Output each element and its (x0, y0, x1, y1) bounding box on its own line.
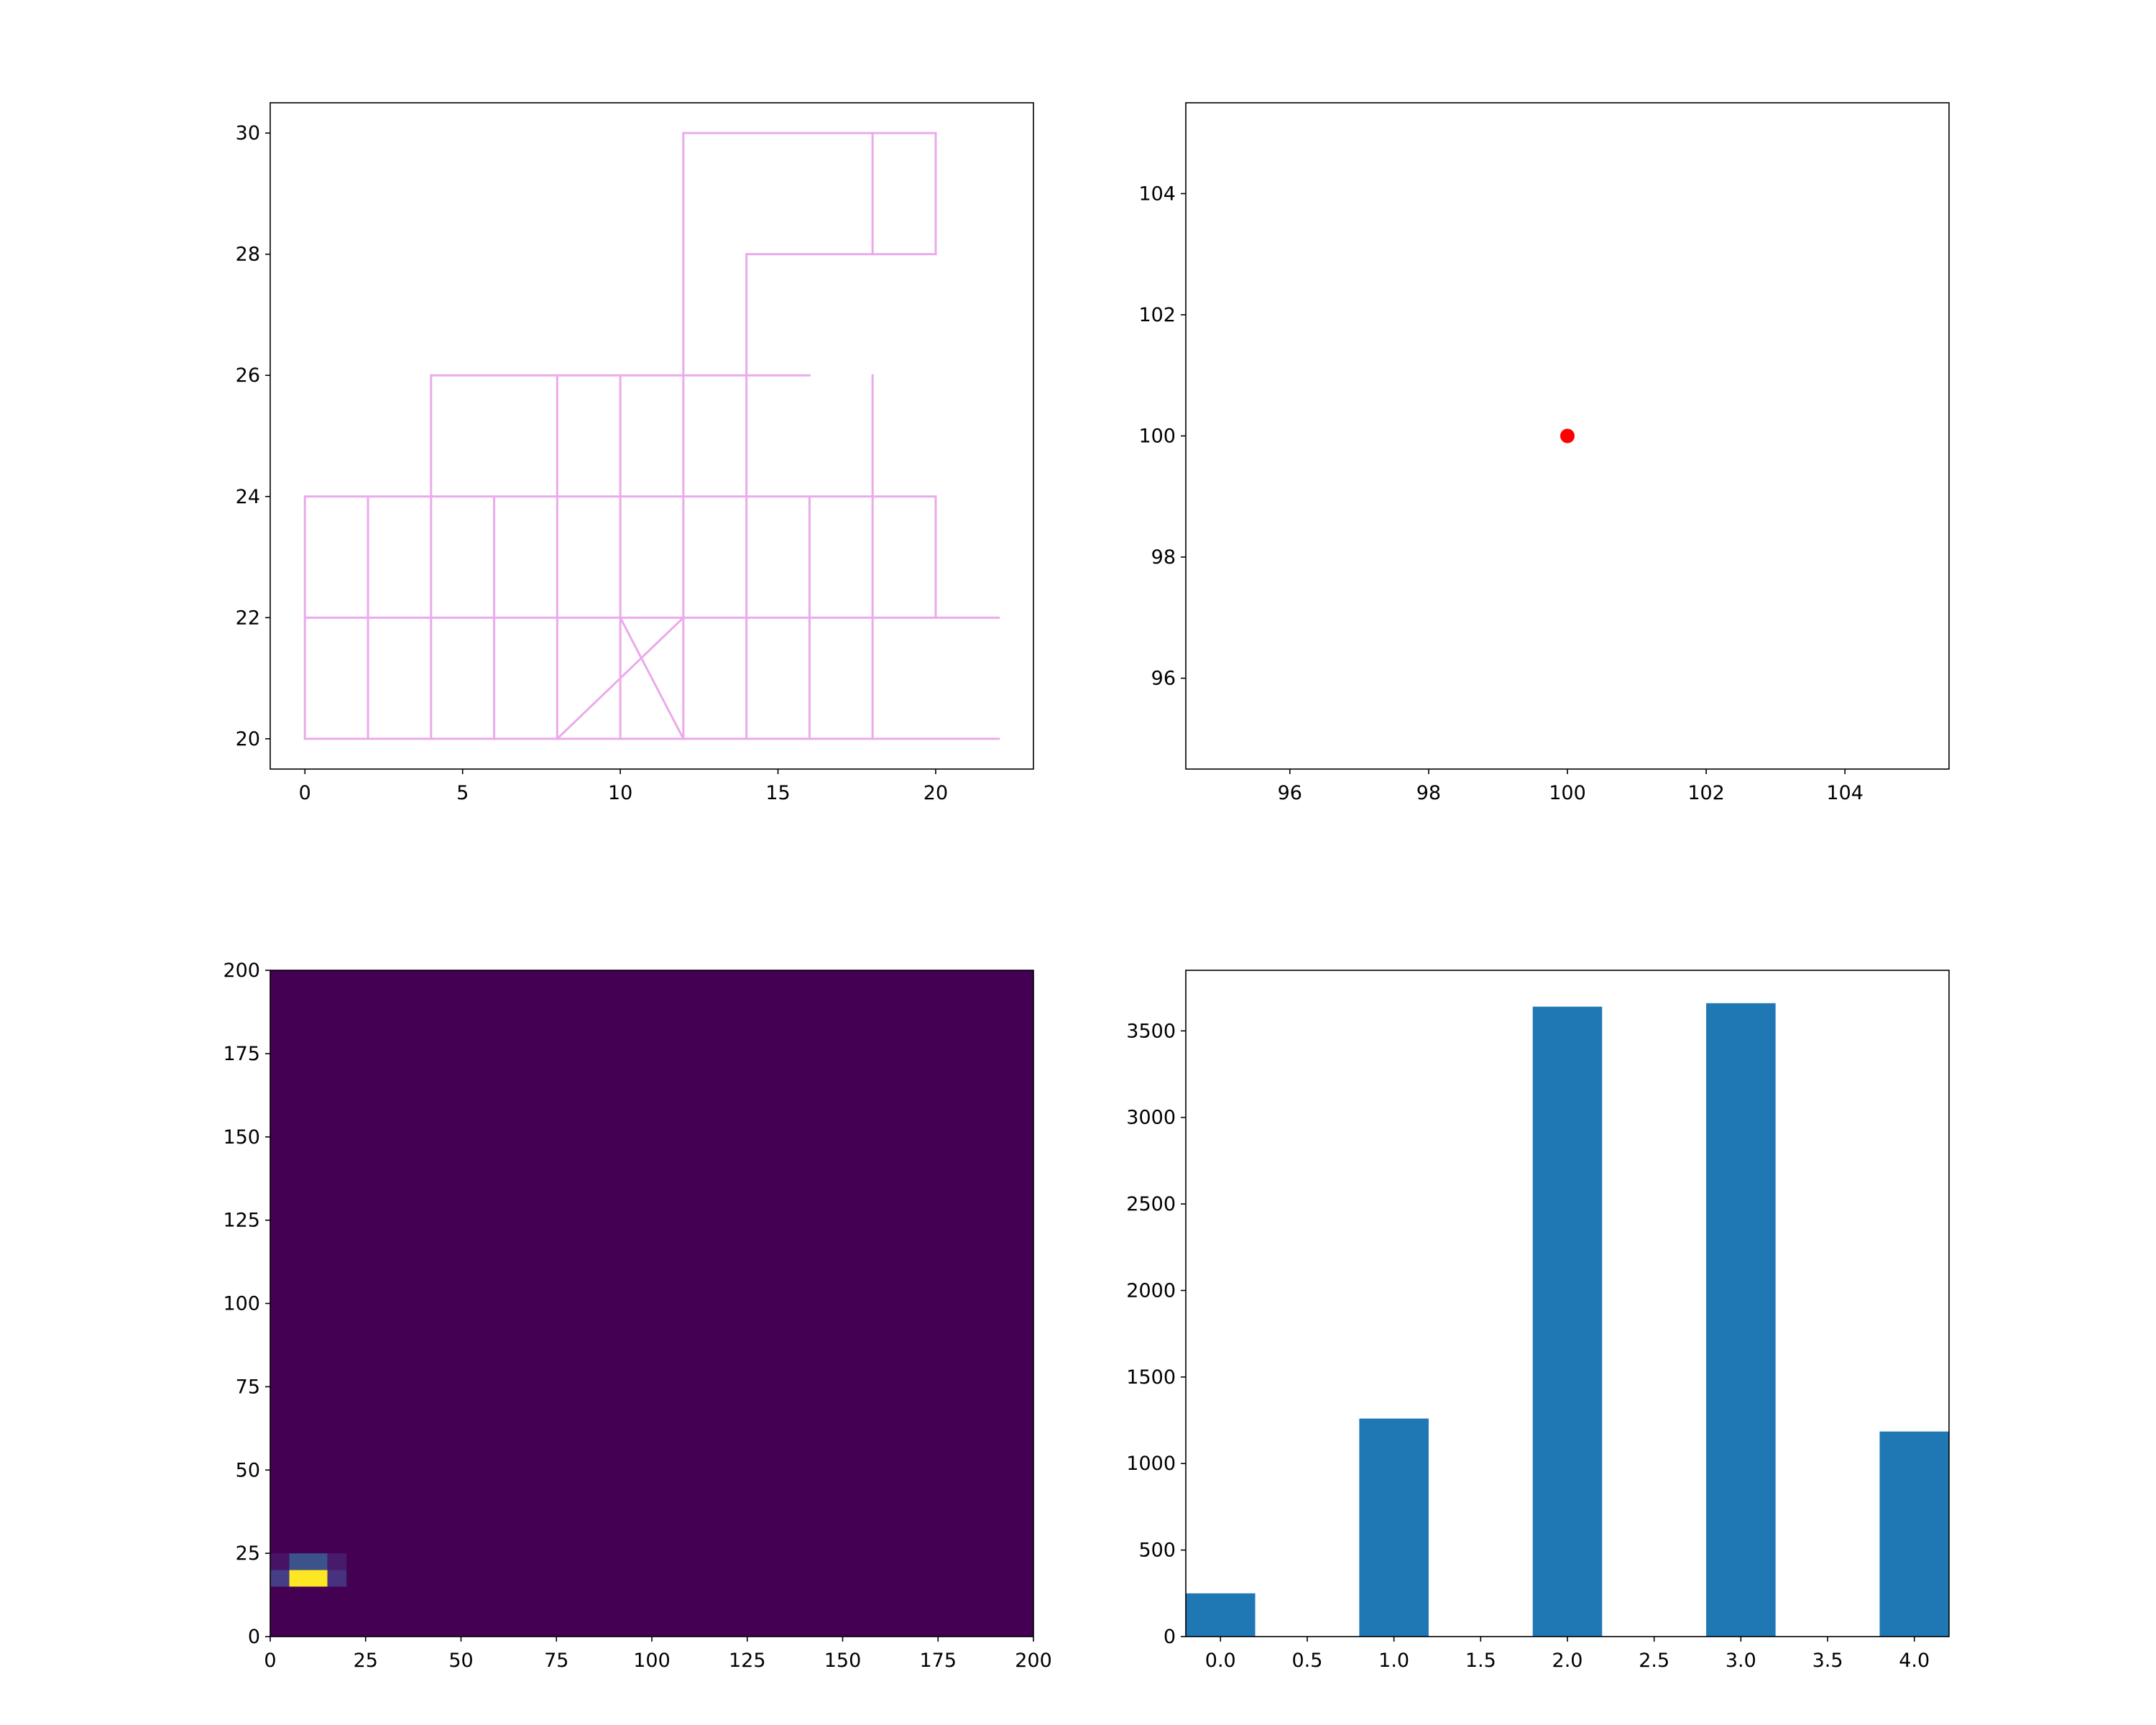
y-tick-label: 50 (236, 1459, 260, 1481)
y-tick-label: 96 (1151, 668, 1176, 690)
x-tick-label: 98 (1416, 782, 1441, 804)
edge-segment (619, 616, 685, 740)
heatmap-cell (289, 1553, 328, 1570)
x-tick-label: 150 (824, 1650, 862, 1672)
y-tick-label: 102 (1138, 304, 1176, 326)
y-tick-label: 100 (223, 1293, 260, 1315)
y-tick-label: 28 (236, 244, 260, 266)
x-tick-label: 2.0 (1552, 1650, 1583, 1672)
y-tick-label: 200 (223, 960, 260, 982)
heatmap-cell (327, 1553, 347, 1570)
x-tick-label: 0.0 (1205, 1650, 1236, 1672)
x-tick-label: 100 (633, 1650, 671, 1672)
heatmap-cell (289, 1570, 328, 1587)
x-tick-label: 100 (1549, 782, 1586, 804)
y-tick-label: 175 (223, 1043, 260, 1065)
y-tick-label: 125 (223, 1210, 260, 1232)
heatmap-cell (270, 1570, 290, 1587)
y-tick-label: 0 (248, 1626, 260, 1648)
x-tick-label: 10 (608, 782, 632, 804)
y-tick-label: 1500 (1126, 1366, 1176, 1389)
plot-area (270, 103, 1033, 769)
y-tick-label: 100 (1138, 426, 1176, 448)
y-tick-label: 75 (236, 1376, 260, 1398)
x-tick-label: 3.0 (1726, 1650, 1756, 1672)
x-tick-label: 20 (923, 782, 948, 804)
y-tick-label: 2500 (1126, 1193, 1176, 1215)
axes-frame (270, 102, 1034, 770)
x-tick-label: 3.5 (1812, 1650, 1843, 1672)
y-tick-label: 25 (236, 1542, 260, 1565)
x-tick-label: 1.0 (1378, 1650, 1409, 1672)
y-tick-label: 98 (1151, 546, 1176, 569)
edge-segment (556, 616, 686, 740)
x-tick-label: 5 (456, 782, 469, 804)
y-tick-label: 22 (236, 607, 260, 629)
bar (1186, 1593, 1256, 1637)
y-tick-label: 26 (236, 364, 260, 387)
x-tick-label: 175 (919, 1650, 957, 1672)
bar (1359, 1418, 1429, 1637)
heatmap-cell (327, 1570, 347, 1587)
bar (1532, 1006, 1603, 1637)
x-tick-label: 102 (1687, 782, 1725, 804)
x-tick-label: 0.5 (1291, 1650, 1322, 1672)
x-tick-label: 0 (264, 1650, 276, 1672)
bar (1706, 1003, 1776, 1637)
y-tick-label: 1000 (1126, 1453, 1176, 1475)
y-tick-label: 500 (1138, 1540, 1176, 1562)
panel-heatmap: 0 25 50 75 100 125 150 175 200 0 25 50 75 100 125 150 17… (223, 960, 1051, 1672)
x-tick-label: 200 (1015, 1650, 1052, 1672)
y-tick-label: 30 (236, 122, 260, 144)
x-tick-label: 15 (765, 782, 790, 804)
x-tick-label: 75 (544, 1650, 568, 1672)
scatter-point (1560, 428, 1575, 443)
panel-bar-chart: 0.0 0.5 1.0 1.5 2.0 2.5 3.0 3.5 4.0 0 500 1000 1500 2… (1126, 970, 1950, 1672)
x-tick-label: 25 (354, 1650, 378, 1672)
y-tick-label: 0 (1164, 1626, 1176, 1648)
y-tick-label: 150 (223, 1126, 260, 1149)
bar (1879, 1431, 1949, 1637)
y-tick-label: 20 (236, 728, 260, 750)
x-tick-label: 96 (1278, 782, 1302, 804)
x-tick-label: 2.5 (1639, 1650, 1669, 1672)
x-tick-label: 0 (299, 782, 311, 804)
y-tick-label: 2000 (1126, 1279, 1176, 1302)
x-tick-label: 125 (729, 1650, 766, 1672)
panel-grid-lines: 0 5 10 15 20 20 22 24 26 28 30 (236, 102, 1034, 804)
y-tick-label: 3000 (1126, 1107, 1176, 1129)
y-tick-label: 104 (1138, 183, 1176, 205)
y-tick-label: 3500 (1126, 1020, 1176, 1042)
x-tick-label: 104 (1826, 782, 1864, 804)
y-tick-label: 24 (236, 486, 260, 508)
panel-scatter: 96 98 100 102 104 96 98 100 102 104 (1138, 102, 1950, 804)
x-tick-label: 1.5 (1465, 1650, 1496, 1672)
heatmap-background (270, 970, 1033, 1637)
x-tick-label: 4.0 (1899, 1650, 1930, 1672)
heatmap-cell (270, 1553, 290, 1570)
x-tick-label: 50 (448, 1650, 473, 1672)
